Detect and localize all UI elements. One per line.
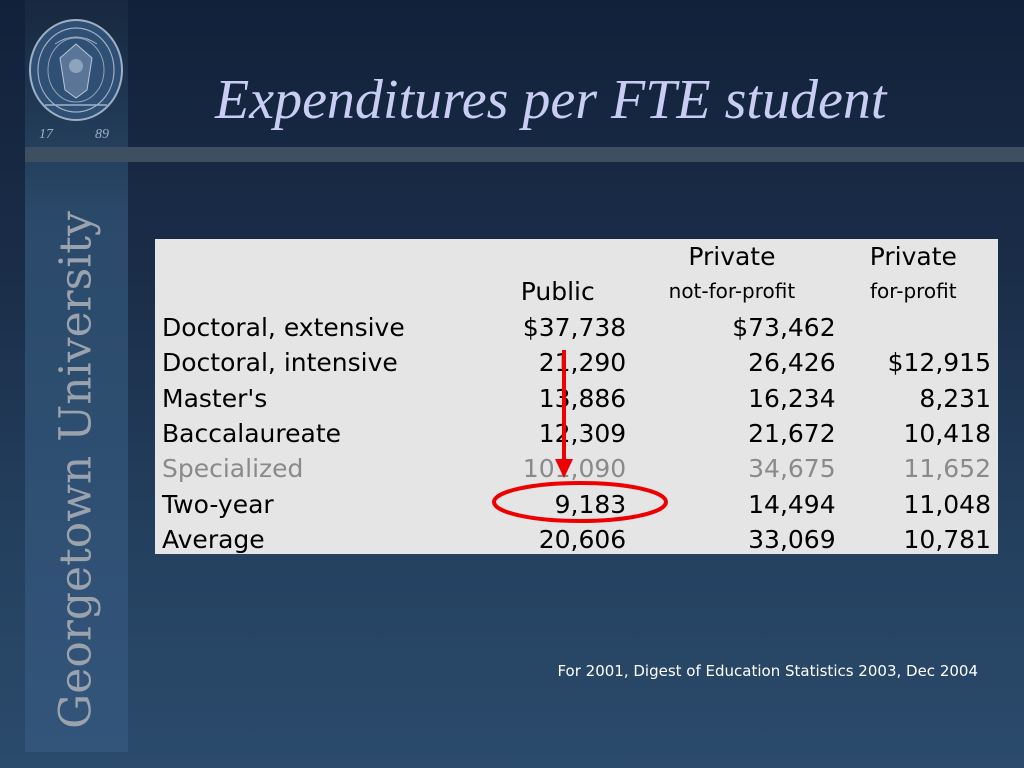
slide-title: Expenditures per FTE student [215,69,887,131]
table-row-muted: Specialized 101,090 34,675 11,652 [155,451,998,486]
cell-public: 12,309 [538,419,627,449]
row-label: Baccalaureate [162,419,342,449]
cell-public: $37,738 [522,312,627,342]
cell-private-fp [836,310,998,345]
cell-private-fp: 11,652 [903,454,991,484]
cell-private-fp: 8,231 [919,383,991,413]
cell-private-nfp: 14,494 [748,489,836,519]
header-top-private-fp: Private [869,242,957,271]
header-top-label [155,239,489,274]
cell-public: 101,090 [522,454,627,484]
header-top-public [489,239,628,274]
cell-public: 21,290 [538,348,627,378]
table-row: Baccalaureate 12,309 21,672 10,418 [155,416,998,451]
header-private-nfp: not-for-profit [668,279,796,304]
header-bottom-label [155,274,489,309]
table-row: Doctoral, intensive 21,290 26,426 $12,91… [155,345,998,380]
row-label: Specialized [162,454,304,484]
row-label: Average [162,525,265,555]
cell-public: 9,183 [554,489,627,519]
seal-year-left: 17 [39,127,54,142]
side-band [25,0,128,752]
source-note: For 2001, Digest of Education Statistics… [557,662,978,680]
cell-private-fp: 10,781 [903,525,991,555]
university-seal-icon: 17 89 [29,19,123,142]
table-row: Master's 13,886 16,234 8,231 [155,381,998,416]
row-label: Doctoral, intensive [162,348,398,378]
cell-private-nfp: $73,462 [732,312,836,342]
seal-year-right: 89 [95,127,109,142]
header-row-top: Private Private [155,239,998,274]
row-label: Doctoral, extensive [162,312,405,342]
row-label: Two-year [162,489,274,519]
table-row: Doctoral, extensive $37,738 $73,462 [155,310,998,345]
table-row: Two-year 9,183 14,494 11,048 [155,487,998,522]
cell-private-nfp: 26,426 [748,348,836,378]
side-label: Georgetown University [50,211,102,729]
cell-private-fp: 11,048 [903,489,991,519]
table-row: Average 20,606 33,069 10,781 [155,522,998,557]
cell-public: 20,606 [538,525,627,555]
header-private-fp: for-profit [870,279,957,304]
expenditure-table: Private Private Public not-for-profit fo… [155,239,998,558]
cell-private-nfp: 34,675 [748,454,836,484]
cell-private-nfp: 33,069 [748,525,836,555]
header-top-private-nfp: Private [688,242,776,271]
row-label: Master's [162,383,268,413]
cell-public: 13,886 [538,383,627,413]
cell-private-nfp: 16,234 [748,383,836,413]
header-public: Public [520,277,595,307]
title-divider [25,147,1024,162]
cell-private-fp: 10,418 [903,419,991,449]
cell-private-nfp: 21,672 [748,419,836,449]
header-row-bottom: Public not-for-profit for-profit [155,274,998,309]
cell-private-fp: $12,915 [887,348,991,378]
